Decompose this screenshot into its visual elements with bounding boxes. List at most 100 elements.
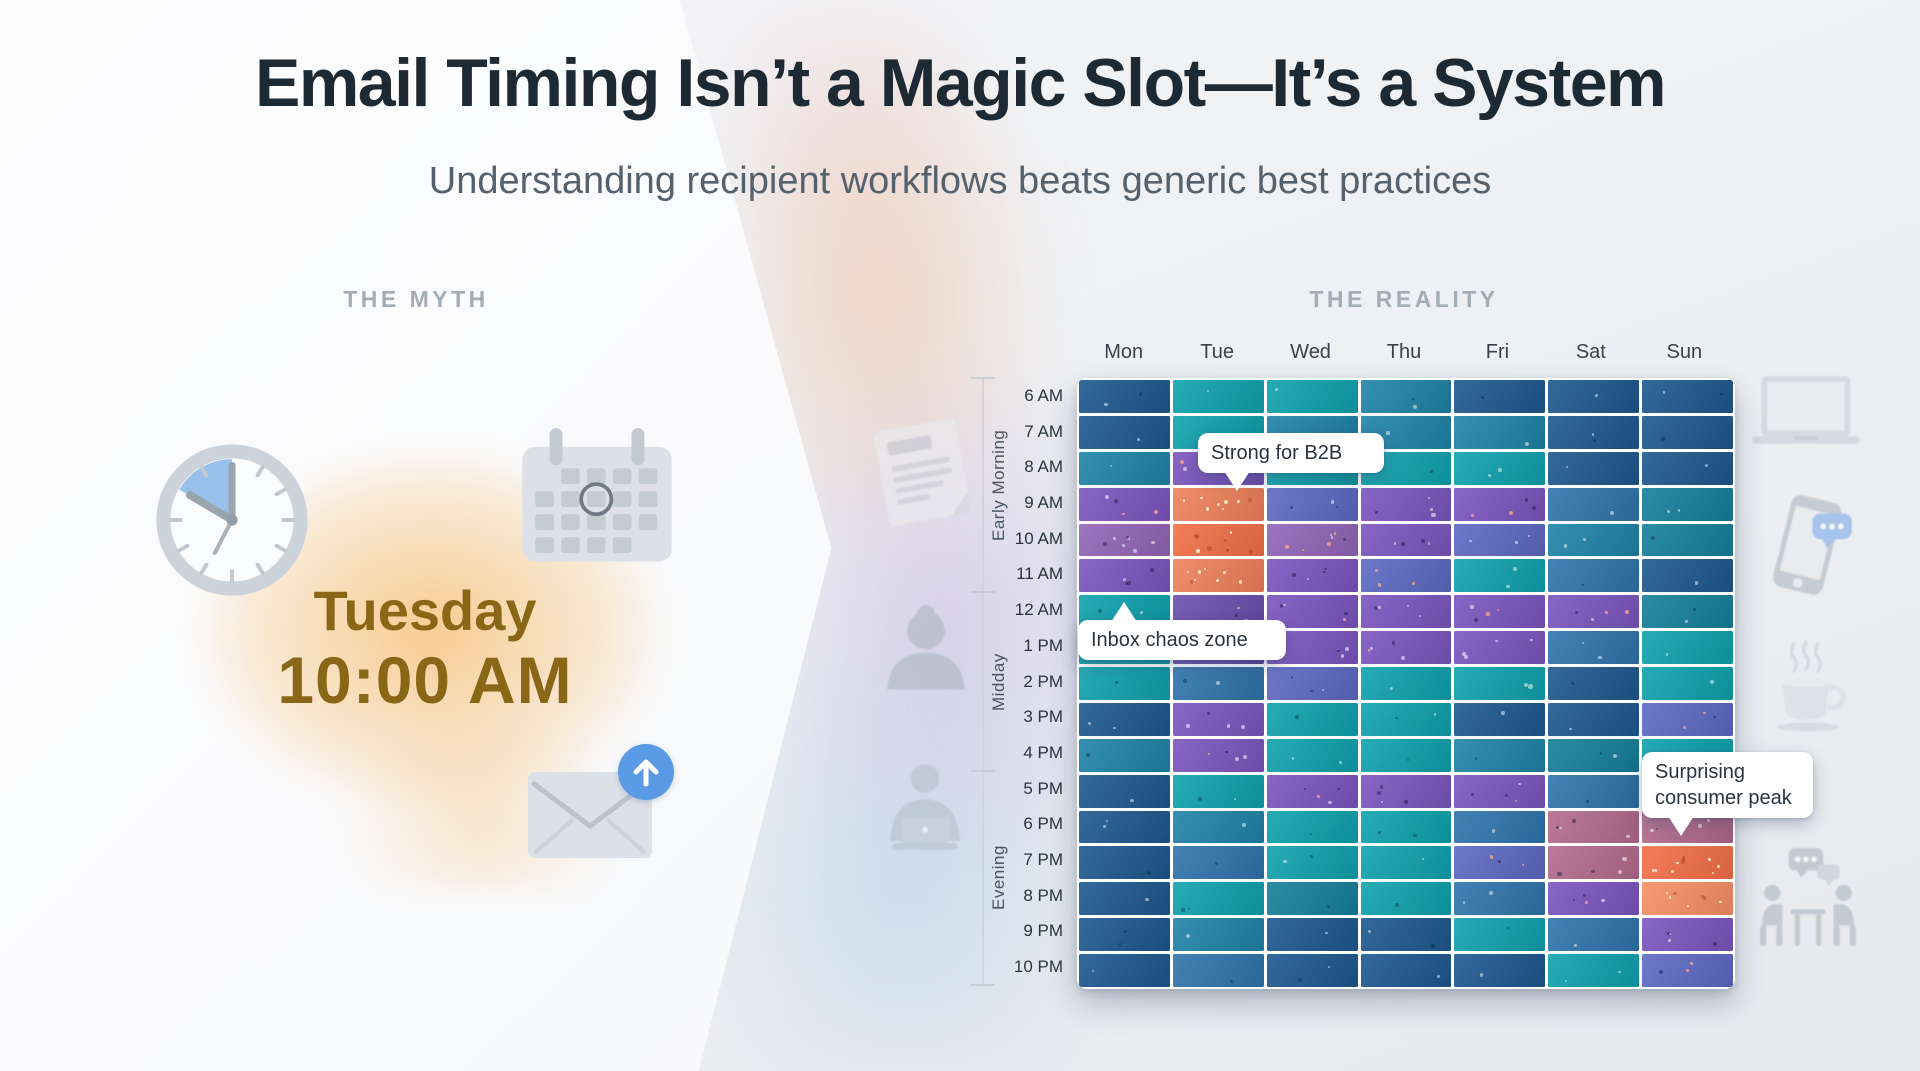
- heatmap-cell: [1548, 523, 1640, 557]
- send-arrow-icon: [618, 744, 674, 800]
- heatmap-cell: [1172, 918, 1264, 952]
- heatmap-cell: [1172, 667, 1264, 700]
- heatmap-cell: [1454, 774, 1546, 808]
- annotation-consumer-peak: Surprising consumer peak: [1642, 752, 1813, 836]
- heatmap-cell: [1642, 667, 1733, 700]
- heatmap-cell: [1360, 523, 1452, 557]
- heatmap-cell: [1079, 846, 1170, 880]
- day-label: Sat: [1575, 341, 1606, 363]
- heatmap-cell: [1079, 918, 1170, 952]
- meeting-icon: [1760, 848, 1856, 946]
- heatmap-cell: [1172, 738, 1264, 772]
- laptop-icon: [1751, 376, 1861, 444]
- annotation-text: Surprising consumer peak: [1655, 761, 1792, 809]
- heatmap-cell: [1360, 774, 1452, 808]
- heatmap-cell: [1360, 380, 1452, 413]
- heatmap-cell: [1360, 702, 1452, 736]
- hour-label: 9 AM: [1024, 492, 1063, 512]
- heatmap-cell: [1079, 523, 1170, 557]
- heatmap-cell: [1079, 702, 1170, 736]
- day-label: Wed: [1290, 341, 1331, 363]
- heatmap-cell: [1548, 810, 1640, 844]
- heatmap-cell: [1454, 954, 1546, 987]
- heatmap-cell: [1454, 846, 1546, 880]
- heatmap-cell: [1548, 595, 1640, 629]
- hour-label: 9 PM: [1023, 921, 1063, 941]
- heatmap-cell: [1360, 487, 1452, 521]
- heatmap-cell: [1079, 380, 1170, 413]
- heatmap-cell: [1642, 415, 1733, 449]
- hour-label: 6 AM: [1024, 385, 1063, 405]
- reality-section-label: THE REALITY: [1309, 286, 1499, 312]
- annotation-text: Strong for B2B: [1211, 442, 1343, 464]
- phone-chat-icon: [1773, 495, 1852, 595]
- hour-label: 6 PM: [1023, 814, 1063, 834]
- heatmap-cell: [1079, 738, 1170, 772]
- heatmap-cell: [1548, 918, 1640, 952]
- time-group-tick: [971, 984, 995, 986]
- heatmap-cell: [1079, 774, 1170, 808]
- heatmap-cell: [1079, 487, 1170, 521]
- heatmap-cell: [1172, 702, 1264, 736]
- heatmap-cell: [1360, 738, 1452, 772]
- heatmap-cell: [1360, 918, 1452, 952]
- hour-label: 12 AM: [1014, 600, 1063, 620]
- heatmap-cell: [1360, 846, 1452, 880]
- heatmap-cell: [1548, 882, 1640, 916]
- heatmap-cell: [1548, 559, 1640, 593]
- heatmap-cell: [1548, 667, 1640, 700]
- hour-label: 10 PM: [1013, 957, 1063, 977]
- heatmap-cell: [1079, 451, 1170, 485]
- envelope-icon: [528, 772, 652, 858]
- heatmap-cell: [1548, 487, 1640, 521]
- day-label: Fri: [1485, 341, 1510, 363]
- heatmap-cell: [1079, 559, 1170, 593]
- day-label: Sun: [1666, 341, 1703, 363]
- day-label: Thu: [1386, 341, 1422, 363]
- hour-label: 7 AM: [1024, 421, 1063, 441]
- heatmap-cell: [1548, 738, 1640, 772]
- time-group-label: Early Morning: [989, 429, 1008, 541]
- heatmap-cell: [1642, 702, 1733, 736]
- heatmap-cell: [1266, 918, 1358, 952]
- heatmap-cell: [1172, 774, 1264, 808]
- heatmap-cell: [1266, 738, 1358, 772]
- heatmap-cell: [1548, 774, 1640, 808]
- heatmap-cell: [1266, 667, 1358, 700]
- heatmap-cell: [1642, 918, 1733, 952]
- hour-label: 3 PM: [1023, 707, 1063, 727]
- time-group-label: Midday: [989, 652, 1008, 711]
- heatmap-cell: [1266, 702, 1358, 736]
- heatmap-cell: [1548, 631, 1640, 665]
- heatmap-cell: [1360, 595, 1452, 629]
- annotation-text: Inbox chaos zone: [1091, 629, 1248, 651]
- annotation-pointer-down: [1668, 816, 1694, 836]
- heatmap-cell: [1642, 559, 1733, 593]
- heatmap-cell: [1454, 631, 1546, 665]
- heatmap-cell: [1642, 451, 1733, 485]
- heatmap-cell: [1454, 667, 1546, 700]
- heatmap-cell: [1172, 380, 1264, 413]
- heatmap-cell: [1266, 954, 1358, 987]
- heatmap-cell: [1360, 954, 1452, 987]
- heatmap-cell: [1266, 380, 1358, 413]
- heatmap-cell: [1454, 380, 1546, 413]
- day-label: Mon: [1104, 341, 1144, 363]
- myth-day-text: Tuesday: [313, 579, 537, 642]
- myth-section-label: THE MYTH: [343, 286, 489, 312]
- heatmap-cell: [1454, 882, 1546, 916]
- hour-label: 8 PM: [1023, 885, 1063, 905]
- heatmap-cell: [1642, 882, 1733, 916]
- person-icon: [887, 605, 965, 690]
- hour-label: 5 PM: [1023, 778, 1063, 798]
- heatmap-cell: [1360, 810, 1452, 844]
- heatmap-cell: [1454, 523, 1546, 557]
- heatmap-cell: [1454, 451, 1546, 485]
- heatmap-cell: [1360, 882, 1452, 916]
- heatmap-cell: [1172, 846, 1264, 880]
- annotation-inbox-chaos: Inbox chaos zone: [1078, 602, 1286, 660]
- page-subtitle: Understanding recipient workflows beats …: [428, 160, 1492, 202]
- heatmap-cell: [1548, 380, 1640, 413]
- annotation-pointer-up: [1111, 602, 1137, 622]
- heatmap-cell: [1642, 595, 1733, 629]
